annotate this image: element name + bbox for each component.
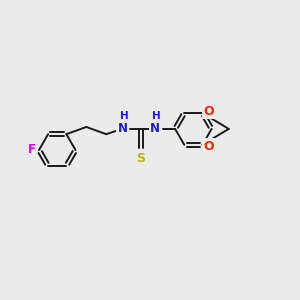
Text: O: O <box>204 140 214 153</box>
Text: O: O <box>204 105 214 118</box>
Text: N: N <box>150 122 160 135</box>
Text: H: H <box>152 111 161 121</box>
Text: H: H <box>120 111 129 121</box>
Text: S: S <box>136 152 145 165</box>
Text: N: N <box>118 122 128 135</box>
Text: F: F <box>28 143 35 157</box>
